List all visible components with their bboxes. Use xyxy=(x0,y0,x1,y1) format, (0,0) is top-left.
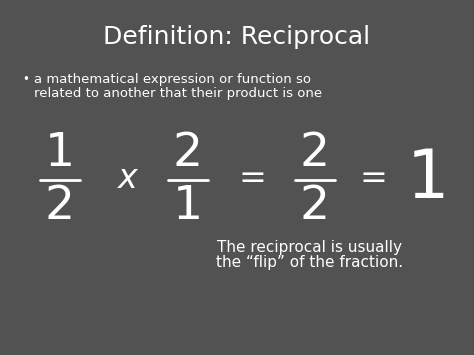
Text: 1: 1 xyxy=(45,131,75,176)
Text: the “flip” of the fraction.: the “flip” of the fraction. xyxy=(217,255,403,270)
Text: =: = xyxy=(238,163,266,196)
Text: a mathematical expression or function so: a mathematical expression or function so xyxy=(34,73,311,86)
Text: 1: 1 xyxy=(407,146,449,212)
Text: related to another that their product is one: related to another that their product is… xyxy=(34,87,322,100)
Text: •: • xyxy=(22,73,29,86)
Text: 2: 2 xyxy=(300,184,330,229)
Text: =: = xyxy=(359,163,387,196)
Text: 2: 2 xyxy=(45,184,75,229)
Text: 2: 2 xyxy=(300,131,330,176)
Text: The reciprocal is usually: The reciprocal is usually xyxy=(218,240,402,255)
Text: 1: 1 xyxy=(173,184,203,229)
Text: x: x xyxy=(118,163,138,196)
Text: Definition: Reciprocal: Definition: Reciprocal xyxy=(103,25,371,49)
Text: 2: 2 xyxy=(173,131,203,176)
